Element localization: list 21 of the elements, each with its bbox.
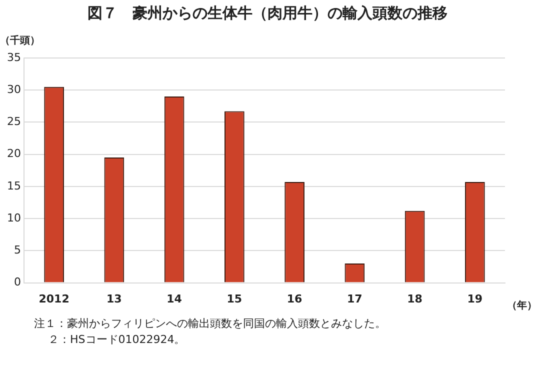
chart-title: 図７ 豪州からの生体牛（肉用牛）の輸入頭数の推移 xyxy=(86,3,448,24)
x-tick-label: 19 xyxy=(467,292,483,306)
x-axis-title: （年） xyxy=(507,300,535,312)
y-tick-label: 0 xyxy=(14,276,21,289)
y-tick-label: 10 xyxy=(6,211,21,224)
y-tick-label: 15 xyxy=(6,179,21,192)
x-tick-label: 14 xyxy=(166,292,182,306)
text: 注１：豪州からフィリピンへの輸出頭数を同国の輸入頭数とみなした。 xyxy=(34,316,387,332)
x-tick-label: 2012 xyxy=(38,292,70,306)
y-tick-label: 25 xyxy=(6,115,21,128)
x-tick-label: 13 xyxy=(106,292,122,306)
x-tick-label: 16 xyxy=(286,292,303,306)
x-tick-label: 15 xyxy=(226,292,242,306)
y-tick-label: 35 xyxy=(6,50,21,64)
y-tick-label: 30 xyxy=(6,82,21,96)
x-tick-label: 17 xyxy=(347,292,362,306)
y-tick-label: 20 xyxy=(6,147,21,160)
y-axis-title: （千頭） xyxy=(0,34,40,47)
y-tick-label: 5 xyxy=(14,244,21,257)
text: ２：HSコード01022924。 xyxy=(47,332,186,348)
x-tick-label: 18 xyxy=(407,292,422,306)
